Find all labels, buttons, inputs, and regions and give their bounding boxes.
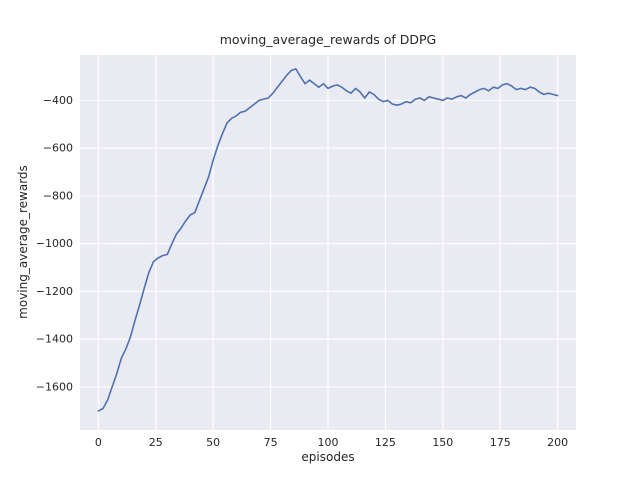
x-tick-label: 150 [432, 436, 453, 449]
x-axis-label: episodes [301, 450, 355, 464]
x-tick-label: 175 [490, 436, 511, 449]
x-tick-label: 200 [547, 436, 568, 449]
x-tick-label: 25 [149, 436, 163, 449]
reward-line [97, 68, 559, 412]
y-tick-label: −1000 [36, 237, 73, 250]
y-tick-label: −1200 [36, 285, 73, 298]
chart-title: moving_average_rewards of DDPG [219, 32, 437, 47]
y-tick-label: −600 [43, 142, 73, 155]
y-tick-label: −800 [43, 189, 73, 202]
x-tick-label: 0 [95, 436, 102, 449]
y-tick-label: −400 [43, 94, 73, 107]
x-tick-label: 75 [264, 436, 278, 449]
x-tick-label: 125 [375, 436, 396, 449]
y-tick-label: −1600 [36, 381, 73, 394]
y-tick-label: −1400 [36, 333, 73, 346]
x-tick-label: 100 [318, 436, 339, 449]
x-tick-label: 50 [206, 436, 220, 449]
